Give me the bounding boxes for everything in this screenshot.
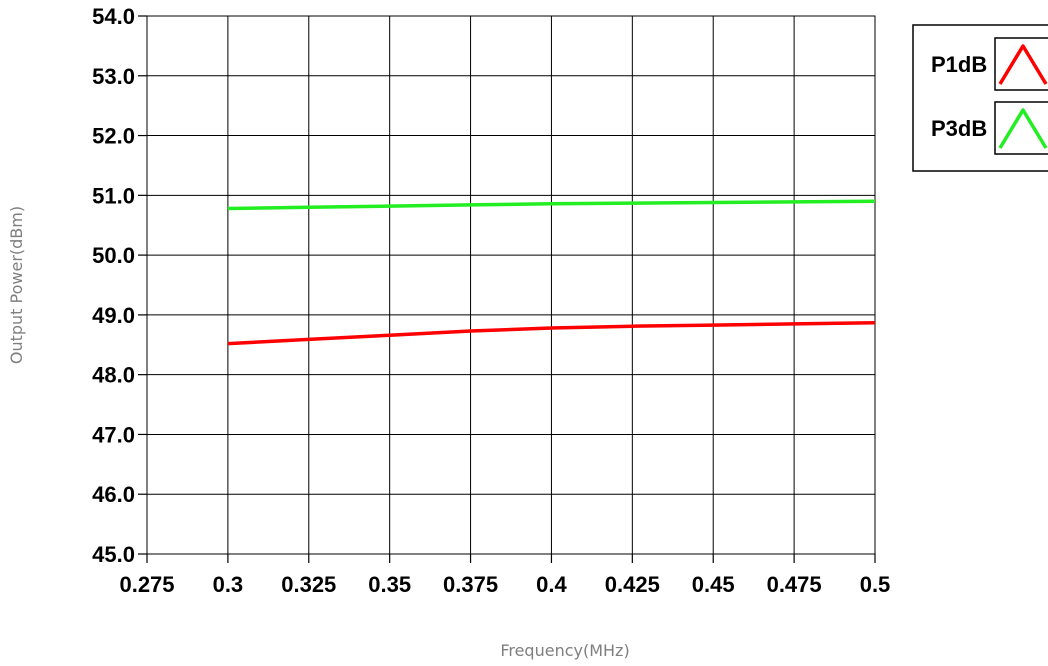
axis-ticks <box>138 15 876 563</box>
y-tick-label: 50.0 <box>92 243 135 268</box>
y-tick-label: 48.0 <box>92 363 135 388</box>
y-tick-label: 52.0 <box>92 124 135 149</box>
x-tick-label: 0.45 <box>692 572 735 597</box>
y-tick-label: 49.0 <box>92 303 135 328</box>
legend-swatch-line-p1db <box>998 44 1048 85</box>
x-tick-label: 0.4 <box>536 572 567 597</box>
legend-label-p1db: P1dB <box>931 52 987 77</box>
series-line-p1db <box>227 320 876 346</box>
y-tick-label: 45.0 <box>92 542 135 567</box>
x-tick-label: 0.35 <box>368 572 411 597</box>
y-tick-label: 46.0 <box>92 482 135 507</box>
x-tick-labels: 0.275 0.3 0.325 0.35 0.375 0.4 0.425 0.45 0.475 0… <box>119 572 890 597</box>
series-line-p3db <box>227 199 876 211</box>
x-tick-label: 0.5 <box>860 572 891 597</box>
y-tick-label: 54.0 <box>92 4 135 29</box>
x-tick-label: 0.425 <box>605 572 660 597</box>
x-tick-label: 0.275 <box>119 572 174 597</box>
x-tick-label: 0.325 <box>281 572 336 597</box>
y-axis-title: Output Power(dBm) <box>7 206 26 364</box>
x-tick-label: 0.375 <box>443 572 498 597</box>
y-tick-label: 51.0 <box>92 183 135 208</box>
x-tick-label: 0.3 <box>213 572 244 597</box>
legend-swatch-line-p3db <box>998 108 1048 149</box>
y-tick-label: 47.0 <box>92 422 135 447</box>
x-tick-label: 0.475 <box>767 572 822 597</box>
series-layer <box>227 199 876 346</box>
y-tick-label: 53.0 <box>92 64 135 89</box>
y-tick-labels: 45.0 46.0 47.0 48.0 49.0 50.0 51.0 52.0 53.0 54.0 <box>92 4 135 567</box>
legend: P1dB P3dB <box>912 24 1048 172</box>
x-axis-title: Frequency(MHz) <box>500 641 629 660</box>
legend-label-p3db: P3dB <box>931 116 987 141</box>
grid <box>147 16 875 554</box>
plot-area <box>146 15 876 555</box>
